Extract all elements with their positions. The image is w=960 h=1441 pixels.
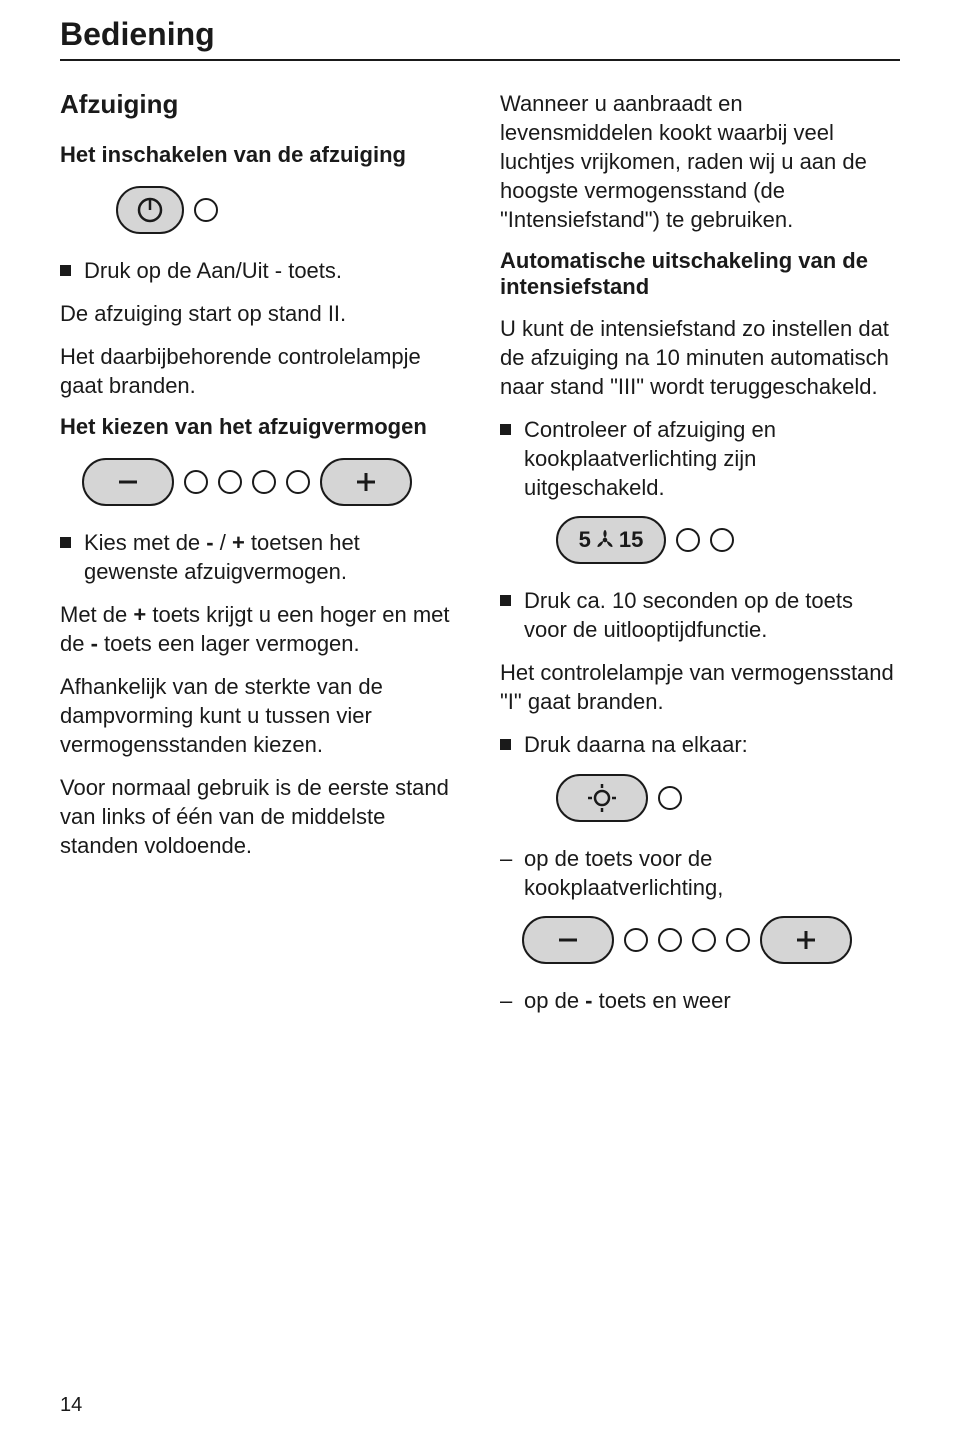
plus-button [760,916,852,964]
minus-icon [555,927,581,953]
power-button-diagram [60,186,460,234]
plus-minus-diagram [500,916,900,964]
text-fragment: toets een lager vermogen. [98,631,360,656]
paragraph: U kunt de intensiefstand zo instellen da… [500,314,900,401]
page: Bediening Afzuiging Het inschakelen van … [0,0,960,1441]
columns: Afzuiging Het inschakelen van de afzuigi… [60,89,900,1029]
text-fragment: Kies met de [84,530,206,555]
bullet-list: Druk ca. 10 seconden op de toets voor de… [500,586,900,644]
bullet-item: Druk op de Aan/Uit - toets. [60,256,460,285]
text-fragment: toets en weer [593,988,731,1013]
page-number: 14 [60,1394,82,1417]
light-icon [585,783,619,813]
minus-symbol: - [206,530,213,555]
indicator-led [624,928,648,952]
light-button [556,774,648,822]
indicator-led [286,470,310,494]
indicator-led [184,470,208,494]
indicator-led [692,928,716,952]
paragraph: Met de + toets krijgt u een hoger en met… [60,600,460,658]
power-icon [136,196,164,224]
indicator-led [658,786,682,810]
sub-heading-auto-off: Automatische uitschakeling van de intens… [500,248,900,300]
text-fragment: / [214,530,232,555]
plus-icon [793,927,819,953]
section-heading-afzuiging: Afzuiging [60,89,460,120]
indicator-led [194,198,218,222]
right-column: Wanneer u aanbraadt en levensmiddelen ko… [500,89,900,1029]
paragraph: Het daarbijbehorende controlelampje gaat… [60,342,460,400]
paragraph: Wanneer u aanbraadt en levensmiddelen ko… [500,89,900,234]
timer-left-value: 5 [579,527,591,553]
dash-list: op de toets voor de kookplaatverlichting… [500,844,900,902]
timer-button-diagram: 5 15 [500,516,900,564]
minus-button [522,916,614,964]
indicator-led [676,528,700,552]
plus-symbol: + [133,602,146,627]
bullet-item: Druk daarna na elkaar: [500,730,900,759]
light-button-diagram [500,774,900,822]
minus-button [82,458,174,506]
bullet-list: Kies met de - / + toetsen het gewenste a… [60,528,460,586]
dash-item: op de - toets en weer [500,986,900,1015]
timer-right-value: 15 [619,527,643,553]
bullet-item: Kies met de - / + toetsen het gewenste a… [60,528,460,586]
plus-button [320,458,412,506]
left-column: Afzuiging Het inschakelen van de afzuigi… [60,89,460,1029]
text-fragment: op de [524,988,585,1013]
timer-button: 5 15 [556,516,666,564]
bullet-list: Controleer of afzuiging en kookplaatverl… [500,415,900,502]
sub-heading-inschakelen: Het inschakelen van de afzuiging [60,142,460,168]
minus-icon [115,469,141,495]
bullet-item: Controleer of afzuiging en kookplaatverl… [500,415,900,502]
bullet-item: Druk ca. 10 seconden op de toets voor de… [500,586,900,644]
plus-symbol: + [232,530,245,555]
indicator-led [726,928,750,952]
fan-icon [593,528,617,552]
paragraph: Afhankelijk van de sterkte van de dampvo… [60,672,460,759]
minus-symbol: - [585,988,592,1013]
minus-symbol: - [91,631,98,656]
sub-heading-vermogen: Het kiezen van het afzuigvermogen [60,414,460,440]
indicator-led [710,528,734,552]
plus-icon [353,469,379,495]
text-fragment: Met de [60,602,133,627]
indicator-led [218,470,242,494]
paragraph: Het controlelampje van vermogensstand "I… [500,658,900,716]
page-title: Bediening [60,16,900,61]
indicator-led [658,928,682,952]
paragraph: Voor normaal gebruik is de eerste stand … [60,773,460,860]
indicator-led [252,470,276,494]
dash-list: op de - toets en weer [500,986,900,1015]
plus-minus-diagram [60,458,460,506]
bullet-list: Druk op de Aan/Uit - toets. [60,256,460,285]
bullet-list: Druk daarna na elkaar: [500,730,900,759]
dash-item: op de toets voor de kookplaatverlichting… [500,844,900,902]
power-button [116,186,184,234]
paragraph: De afzuiging start op stand II. [60,299,460,328]
